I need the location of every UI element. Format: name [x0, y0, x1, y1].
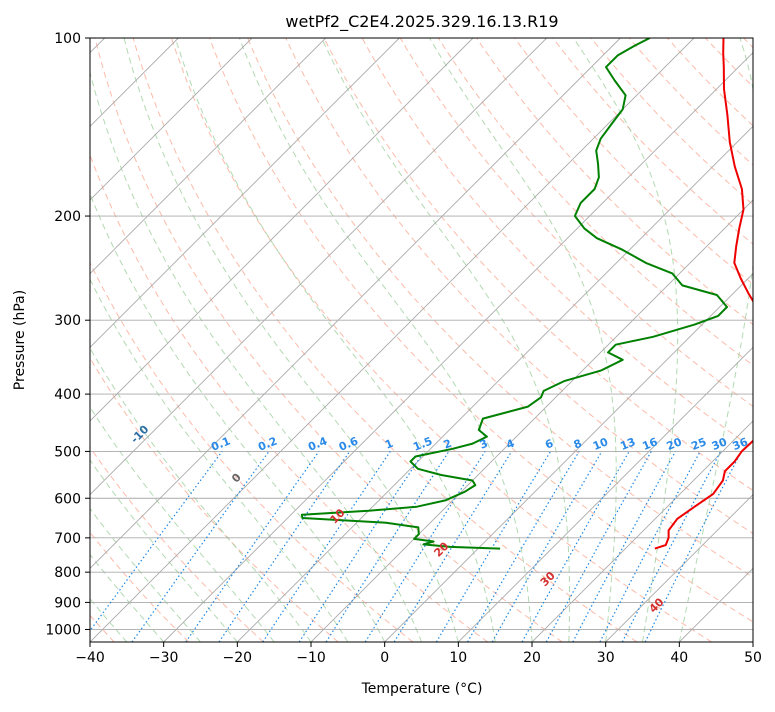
dry-adiabat-line — [744, 38, 775, 642]
mixing-ratio-label: 0.4 — [306, 434, 329, 453]
y-tick-label: 500 — [54, 444, 81, 460]
mixing-ratio-line — [546, 451, 651, 642]
dry-adiabat-line — [0, 38, 264, 642]
y-tick-label: 1000 — [45, 623, 81, 639]
x-tick-label: −40 — [75, 650, 105, 666]
y-tick-label: 400 — [54, 387, 81, 403]
x-tick-label: −10 — [296, 650, 326, 666]
mixing-ratio-label: 36 — [731, 435, 750, 453]
mixing-ratio-label: 30 — [710, 435, 729, 453]
dry-adiabat-line — [57, 38, 488, 642]
isotherm-line — [311, 38, 775, 642]
dry-adiabat-line — [591, 38, 775, 642]
x-tick-label: −30 — [149, 650, 179, 666]
y-tick-label: 600 — [54, 491, 81, 507]
mixing-ratio-label: 2 — [442, 437, 454, 452]
x-tick-label: 10 — [449, 650, 467, 666]
x-tick-label: 50 — [744, 650, 762, 666]
isotherm-line — [679, 38, 775, 642]
dry-adiabat-label: -10 — [128, 423, 151, 446]
x-tick-label: −20 — [223, 650, 253, 666]
mixing-ratio-label: 1 — [383, 437, 395, 452]
dry-adiabat-line — [95, 38, 562, 642]
plot-frame — [90, 38, 753, 642]
dry-adiabat-line — [515, 38, 775, 642]
y-tick-label: 300 — [54, 313, 81, 329]
mixing-ratio-line — [82, 451, 222, 642]
moist-adiabat-line — [0, 38, 311, 642]
background-lines — [0, 38, 775, 642]
dry-adiabat-line — [438, 38, 775, 642]
x-tick-label: 30 — [597, 650, 615, 666]
dry-adiabat-line — [0, 38, 189, 642]
y-tick-label: 200 — [54, 209, 81, 225]
y-tick-label: 900 — [54, 595, 81, 611]
moist-adiabat-line — [430, 38, 617, 642]
mixing-ratio-line — [326, 451, 449, 642]
dry-adiabat-line — [0, 38, 338, 642]
mixing-ratio-label: 0.6 — [337, 434, 360, 453]
moist-adiabat-line — [0, 38, 237, 642]
grid-lines — [0, 38, 775, 642]
mixing-ratio-line — [263, 451, 391, 642]
moist-adiabat-line — [574, 38, 678, 642]
moist-adiabat-line — [124, 38, 458, 642]
isotherm-line — [90, 38, 694, 642]
x-tick-label: 0 — [380, 650, 389, 666]
mixing-ratio-label: 20 — [665, 435, 684, 453]
mixing-ratio-label: 25 — [689, 435, 708, 453]
mixing-ratio-label: 0.2 — [256, 434, 279, 453]
sounding-series — [302, 38, 775, 549]
dry-adiabat-line — [553, 38, 775, 642]
y-tick-label: 100 — [54, 31, 81, 47]
mixing-ratio-label: 0.1 — [209, 434, 232, 453]
mixing-ratio-line — [468, 451, 580, 642]
moist-adiabat-line — [0, 38, 274, 642]
dry-adiabat-line — [286, 38, 775, 642]
isotherm-line — [164, 38, 768, 642]
mixing-ratio-label: 13 — [618, 435, 637, 453]
x-axis-label: Temperature (°C) — [361, 681, 483, 697]
mixing-ratio-label: 10 — [591, 435, 610, 453]
mixing-ratio-label: 6 — [543, 437, 555, 452]
isotherm-line — [753, 38, 775, 642]
x-tick-label: 40 — [670, 650, 688, 666]
mixing-ratio-line — [600, 451, 700, 642]
moist-adiabat-line — [16, 38, 348, 642]
isotherm-line — [0, 38, 252, 642]
x-tick-label: 20 — [523, 650, 541, 666]
dry-adiabat-line — [19, 38, 413, 642]
y-tick-label: 800 — [54, 565, 81, 581]
isotherm-line — [0, 38, 326, 642]
mixing-ratio-lines — [82, 451, 742, 642]
isotherm-line — [0, 38, 399, 642]
y-axis-label: Pressure (hPa) — [12, 290, 28, 390]
mixing-ratio-line — [522, 451, 629, 642]
dry-adiabat-line — [133, 38, 637, 642]
dry-adiabat-line — [706, 38, 775, 642]
mixing-ratio-label: 16 — [640, 435, 659, 453]
isotherm-line — [458, 38, 775, 642]
moist-adiabat-line — [679, 38, 759, 642]
adiabat-labels: 0.10.20.40.611.52346810131620253036-100-… — [0, 41, 750, 616]
isotherm-line — [0, 38, 547, 642]
y-tick-label: 700 — [54, 531, 81, 547]
mixing-ratio-line — [299, 451, 424, 642]
temperature-line — [655, 38, 775, 549]
chart-title: wetPf2_C2E4.2025.329.16.13.R19 — [285, 12, 558, 32]
dry-adiabat-line — [667, 38, 775, 642]
mixing-ratio-label: 4 — [504, 437, 516, 452]
